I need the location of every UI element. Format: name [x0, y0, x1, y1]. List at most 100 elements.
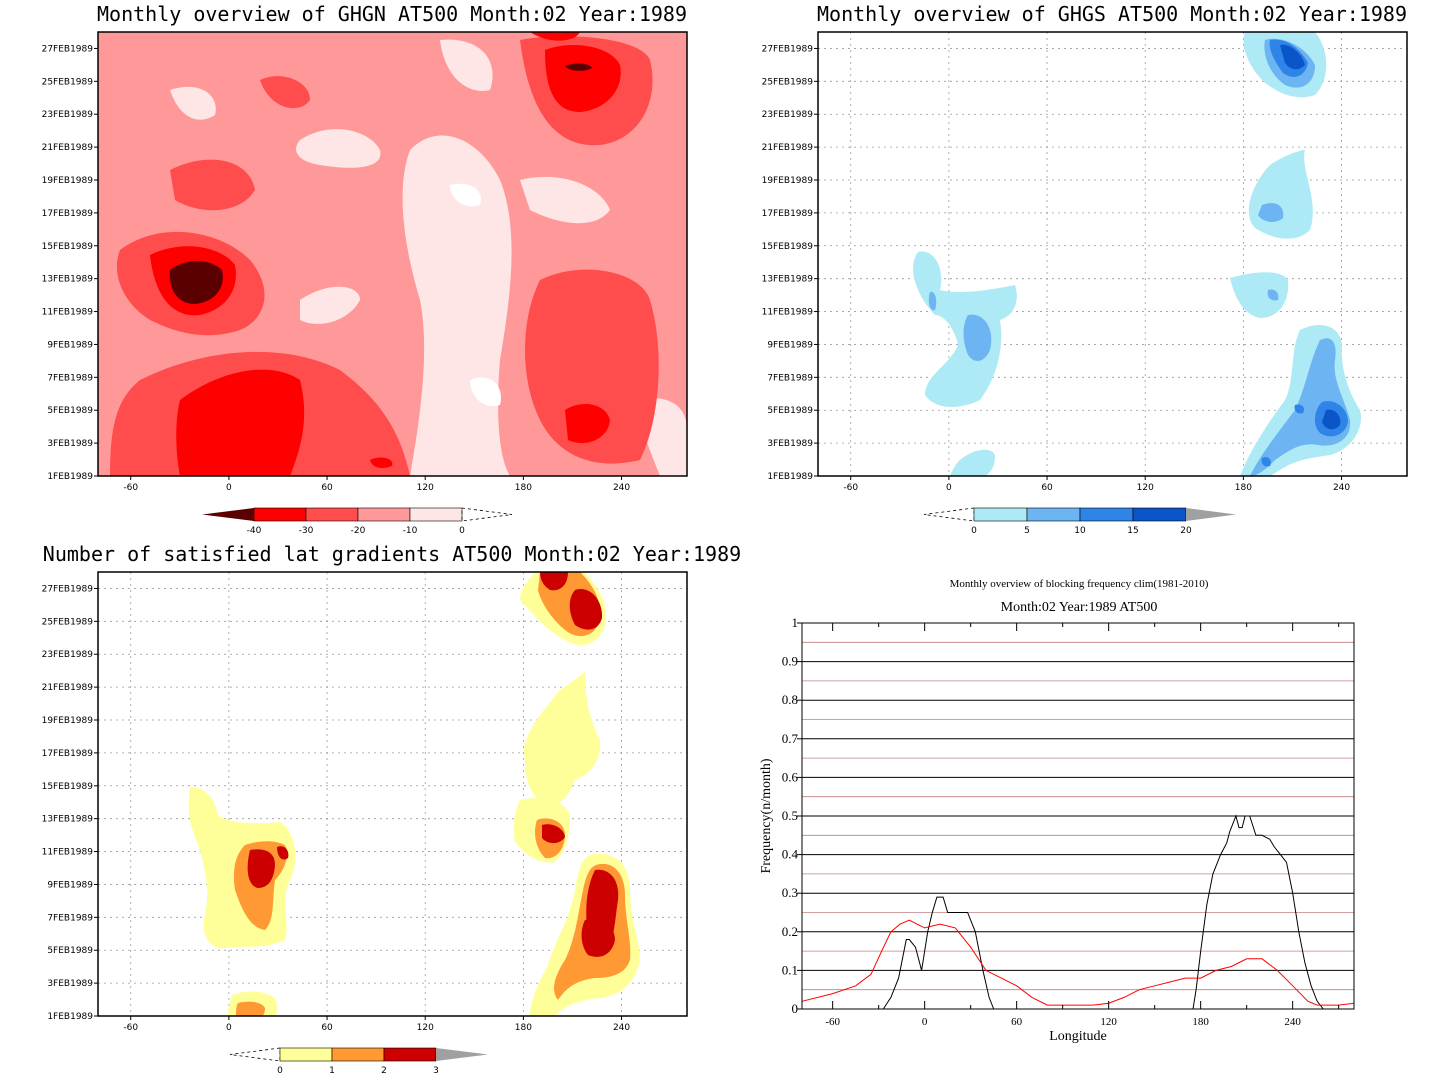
lat-contour-field	[188, 572, 640, 1016]
ghgn-y-tick-label: 3FEB1989	[47, 439, 93, 449]
freq-y-tick-label: 0.5	[782, 808, 798, 823]
ghgs-y-tick-label: 27FEB1989	[762, 44, 814, 54]
freq-x-axis-label: Longitude	[1049, 1029, 1107, 1044]
lat-y-tick-label: 9FEB1989	[47, 880, 93, 890]
lat-y-tick-label: 25FEB1989	[42, 617, 94, 627]
ghgs-panel-title: Monthly overview of GHGS AT500 Month:02 …	[817, 2, 1407, 26]
lat-y-tick-label: 19FEB1989	[42, 716, 94, 726]
ghgs-contour-field	[913, 32, 1361, 476]
lat-x-tick-label: 240	[613, 1023, 630, 1033]
ghgs-colorbar-left-end	[923, 507, 975, 522]
lat-y-tick-label: 21FEB1989	[42, 683, 94, 693]
lat-x-tick-label: 180	[515, 1023, 532, 1033]
freq-x-tick-label: 120	[1100, 1016, 1117, 1028]
ghgn-y-tick-label: 11FEB1989	[42, 308, 94, 318]
lat-gridlines	[98, 572, 687, 1017]
ghgs-colorbar: 0 5 10 15 20	[923, 507, 1236, 536]
lat-colorbar-segment	[331, 1047, 385, 1062]
ghgn-y-tick-label: 25FEB1989	[42, 77, 94, 87]
lat-x-tick-label: 60	[321, 1023, 333, 1033]
ghgn-contour-field	[98, 32, 687, 476]
ghgs-axes: -60 0 60 120 180 240 1FEB1989 3FEB1989 5FEB1989 7…	[762, 44, 1351, 493]
ghgn-y-tick-label: 7FEB1989	[47, 373, 93, 383]
ghgs-colorbar-label: 0	[971, 526, 977, 536]
ghgs-colorbar-label: 10	[1074, 526, 1086, 536]
ghgs-y-tick-label: 3FEB1989	[767, 439, 813, 449]
lat-colorbar-label: 3	[433, 1066, 439, 1076]
freq-y-tick-label: 0.1	[782, 962, 798, 977]
ghgs-colorbar-segment	[1132, 507, 1187, 522]
ghgn-colorbar-label: -10	[403, 526, 418, 536]
ghgn-y-tick-label: 17FEB1989	[42, 209, 94, 219]
ghgs-x-tick-label: 60	[1041, 483, 1053, 493]
ghgn-colorbar-segment	[409, 507, 463, 522]
lat-colorbar-segment	[383, 1047, 437, 1062]
freq-y-tick-label: 0.7	[782, 731, 799, 746]
lat-y-tick-label: 17FEB1989	[42, 749, 94, 759]
ghgs-y-tick-label: 11FEB1989	[762, 308, 814, 318]
freq-y-tick-label: 0.3	[782, 885, 798, 900]
ghgs-y-tick-label: 5FEB1989	[767, 406, 813, 416]
ghgs-y-tick-label: 15FEB1989	[762, 242, 814, 252]
ghgn-colorbar-label: 0	[459, 526, 465, 536]
ghgs-colorbar-segment	[1079, 507, 1134, 522]
lat-x-tick-label: -60	[123, 1023, 138, 1033]
ghgs-colorbar-segment	[973, 507, 1028, 522]
freq-y-axis-label: Frequency(n/month)	[759, 758, 774, 873]
lat-y-tick-label: 13FEB1989	[42, 815, 94, 825]
ghgs-colorbar-label: 15	[1127, 526, 1138, 536]
ghgs-x-tick-label: -60	[843, 483, 858, 493]
lat-colorbar-label: 1	[329, 1066, 335, 1076]
ghgs-x-tick-label: 0	[946, 483, 952, 493]
lat-plot	[97, 571, 688, 1017]
freq-series-red-line	[801, 919, 1355, 1006]
lat-y-tick-label: 27FEB1989	[42, 584, 94, 594]
ghgn-x-tick-label: 0	[226, 483, 232, 493]
freq-x-tick-label: 0	[922, 1016, 928, 1028]
lat-x-tick-label: 0	[226, 1023, 232, 1033]
ghgn-y-tick-label: 23FEB1989	[42, 110, 94, 120]
ghgs-y-tick-label: 9FEB1989	[767, 340, 813, 350]
lat-y-tick-label: 11FEB1989	[42, 848, 94, 858]
ghgn-colorbar-label: -30	[299, 526, 314, 536]
ghgn-x-tick-label: 240	[613, 483, 630, 493]
freq-x-tick-label: 240	[1284, 1016, 1301, 1028]
ghgs-plot	[817, 31, 1408, 477]
ghgn-colorbar-segment	[305, 507, 359, 522]
ghgn-y-tick-label: 15FEB1989	[42, 242, 94, 252]
freq-y-tick-label: 0	[792, 1001, 799, 1016]
freq-x-tick-label: 60	[1011, 1016, 1023, 1028]
freq-plot: 0 0.1 0.2 0.3 0.4 0.5 0.6 0.7 0.8 0.9 1 -60 0 60 120 18…	[759, 615, 1355, 1044]
lat-colorbar: 0 1 2 3	[229, 1047, 488, 1076]
lat-x-tick-label: 120	[417, 1023, 434, 1033]
ghgn-panel-title: Monthly overview of GHGN AT500 Month:02 …	[97, 2, 687, 26]
ghgn-x-tick-label: 120	[417, 483, 434, 493]
freq-y-tick-label: 0.4	[782, 847, 799, 862]
freq-series	[801, 814, 1355, 1010]
ghgn-x-tick-label: 180	[515, 483, 532, 493]
ghgs-y-tick-label: 19FEB1989	[762, 176, 814, 186]
ghgs-y-tick-label: 7FEB1989	[767, 373, 813, 383]
ghgn-colorbar-left-end	[202, 508, 254, 521]
ghgn-axes: -60 0 60 120 180 240 1FEB1989 3FEB1989 5FEB1989 7…	[42, 44, 631, 493]
freq-panel-subtitle: Month:02 Year:1989 AT500	[1001, 600, 1158, 615]
freq-gridlines	[802, 641, 1354, 991]
ghgn-colorbar-label: -20	[351, 526, 366, 536]
lat-y-tick-label: 5FEB1989	[47, 946, 93, 956]
lat-colorbar-segment	[279, 1047, 333, 1062]
freq-y-tick-label: 0.2	[782, 924, 798, 939]
ghgs-y-tick-label: 25FEB1989	[762, 77, 814, 87]
lat-y-tick-label: 23FEB1989	[42, 650, 94, 660]
freq-axes: 0 0.1 0.2 0.3 0.4 0.5 0.6 0.7 0.8 0.9 1 -60 0 60 120 18…	[782, 615, 1340, 1028]
ghgn-x-tick-label: 60	[321, 483, 333, 493]
freq-y-tick-label: 0.9	[782, 654, 798, 669]
ghgn-colorbar-segment	[253, 507, 307, 522]
lat-y-tick-label: 1FEB1989	[47, 1012, 93, 1022]
ghgs-y-tick-label: 1FEB1989	[767, 472, 813, 482]
ghgs-y-tick-label: 13FEB1989	[762, 275, 814, 285]
ghgs-colorbar-label: 20	[1180, 526, 1192, 536]
ghgs-x-tick-label: 240	[1333, 483, 1350, 493]
ghgs-colorbar-label: 5	[1024, 526, 1030, 536]
lat-colorbar-label: 0	[277, 1066, 283, 1076]
